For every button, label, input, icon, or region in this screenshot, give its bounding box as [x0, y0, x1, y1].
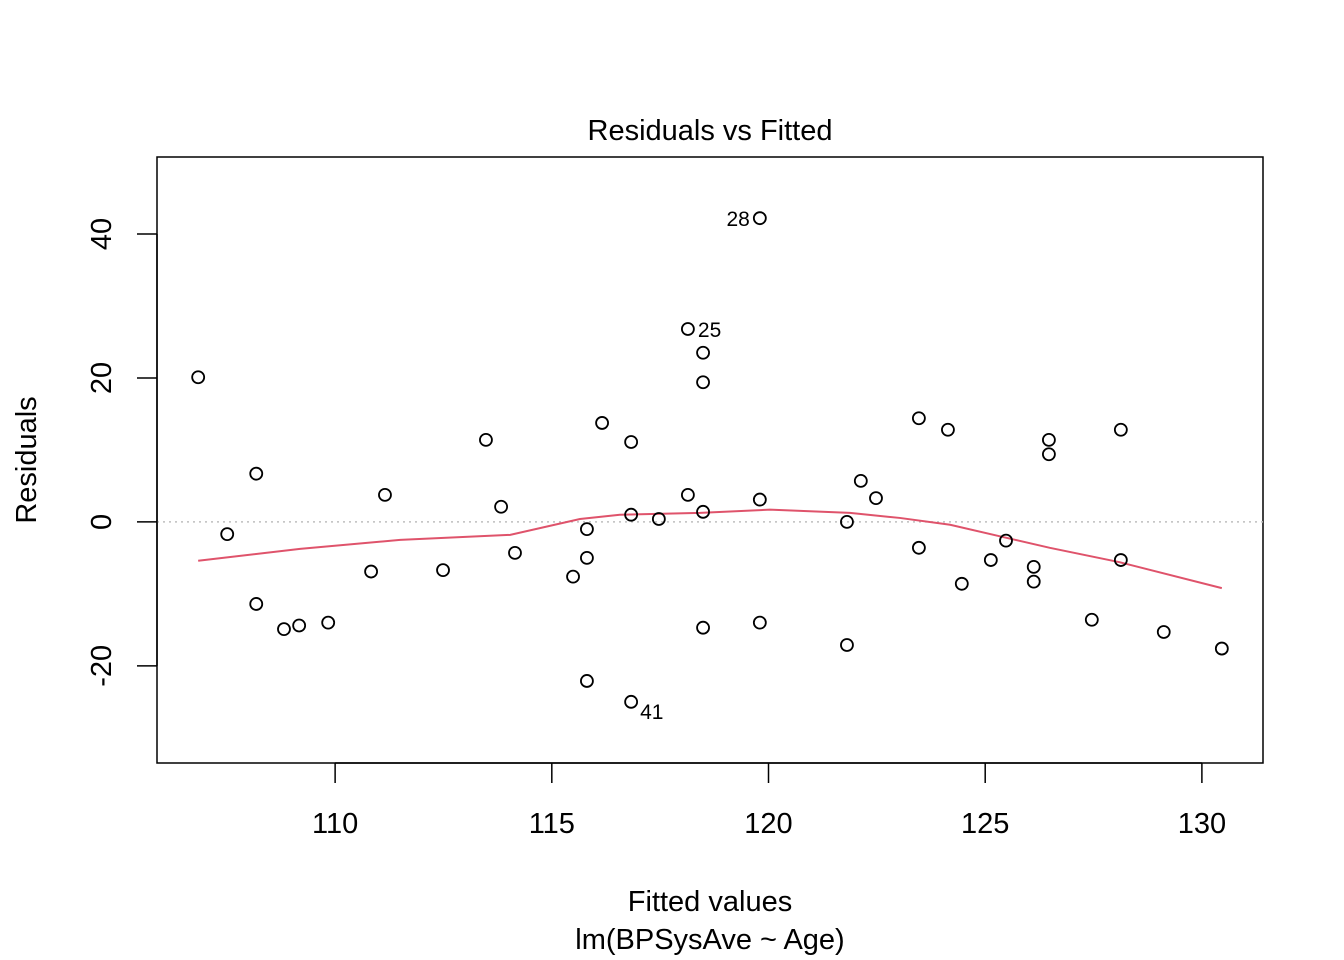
y-tick-label: 20 — [86, 362, 118, 394]
data-point — [321, 615, 336, 630]
data-point — [249, 597, 264, 611]
data-point — [680, 322, 695, 336]
x-axis-label: Fitted values — [628, 886, 792, 918]
data-point — [696, 620, 710, 635]
data-point — [249, 466, 264, 481]
x-tick-label: 110 — [312, 808, 358, 840]
x-tick-label: 130 — [1178, 808, 1226, 840]
data-point — [378, 488, 392, 502]
loess-smoother-line — [198, 508, 1223, 590]
chart-subtitle: lm(BPSysAve ~ Age) — [575, 924, 844, 956]
data-point — [840, 514, 854, 529]
data-point — [911, 411, 926, 426]
data-point — [1156, 625, 1171, 639]
data-point — [1026, 574, 1041, 589]
data-point — [1042, 447, 1056, 462]
data-point — [624, 435, 639, 449]
data-point — [941, 422, 955, 437]
y-tick-label: 40 — [86, 218, 118, 250]
point-label: 25 — [698, 319, 721, 342]
point-label: 28 — [726, 208, 749, 231]
data-point — [364, 564, 378, 579]
data-point — [869, 491, 883, 506]
data-point — [696, 375, 710, 390]
data-point — [954, 576, 969, 591]
data-point — [999, 533, 1013, 548]
data-point — [436, 563, 450, 578]
data-point — [1026, 559, 1041, 574]
data-point — [494, 499, 509, 514]
data-point — [580, 522, 594, 536]
data-point — [277, 622, 291, 637]
x-tick-label: 120 — [744, 808, 792, 840]
data-point — [1084, 612, 1099, 627]
data-point — [191, 370, 206, 385]
y-axis-label: Residuals — [11, 396, 43, 523]
data-point — [853, 473, 868, 488]
data-point — [1113, 553, 1128, 567]
data-point — [580, 674, 594, 688]
data-point — [680, 488, 695, 502]
data-point — [911, 540, 926, 555]
data-point — [752, 615, 767, 630]
y-tick-label: -20 — [86, 645, 118, 687]
data-point — [1214, 641, 1229, 656]
data-point — [508, 545, 522, 560]
data-point — [752, 211, 767, 226]
data-point — [696, 345, 710, 360]
data-point — [624, 694, 639, 709]
data-point — [1113, 422, 1128, 437]
data-point — [479, 432, 493, 447]
data-point — [292, 618, 307, 633]
data-point — [595, 416, 609, 430]
x-tick-label: 115 — [529, 808, 575, 840]
data-point — [566, 569, 580, 584]
data-point — [580, 550, 594, 565]
point-label: 41 — [640, 701, 663, 724]
data-point — [983, 553, 998, 567]
plot-frame — [156, 156, 1264, 764]
y-tick-label: 0 — [86, 514, 118, 530]
data-point — [651, 512, 666, 526]
chart-title: Residuals vs Fitted — [588, 115, 833, 147]
data-point — [220, 527, 235, 542]
data-point — [1042, 432, 1056, 447]
data-point — [696, 504, 710, 519]
x-tick-label: 125 — [961, 808, 1009, 840]
data-point — [624, 507, 639, 522]
data-point — [752, 492, 767, 507]
data-point — [840, 638, 854, 652]
